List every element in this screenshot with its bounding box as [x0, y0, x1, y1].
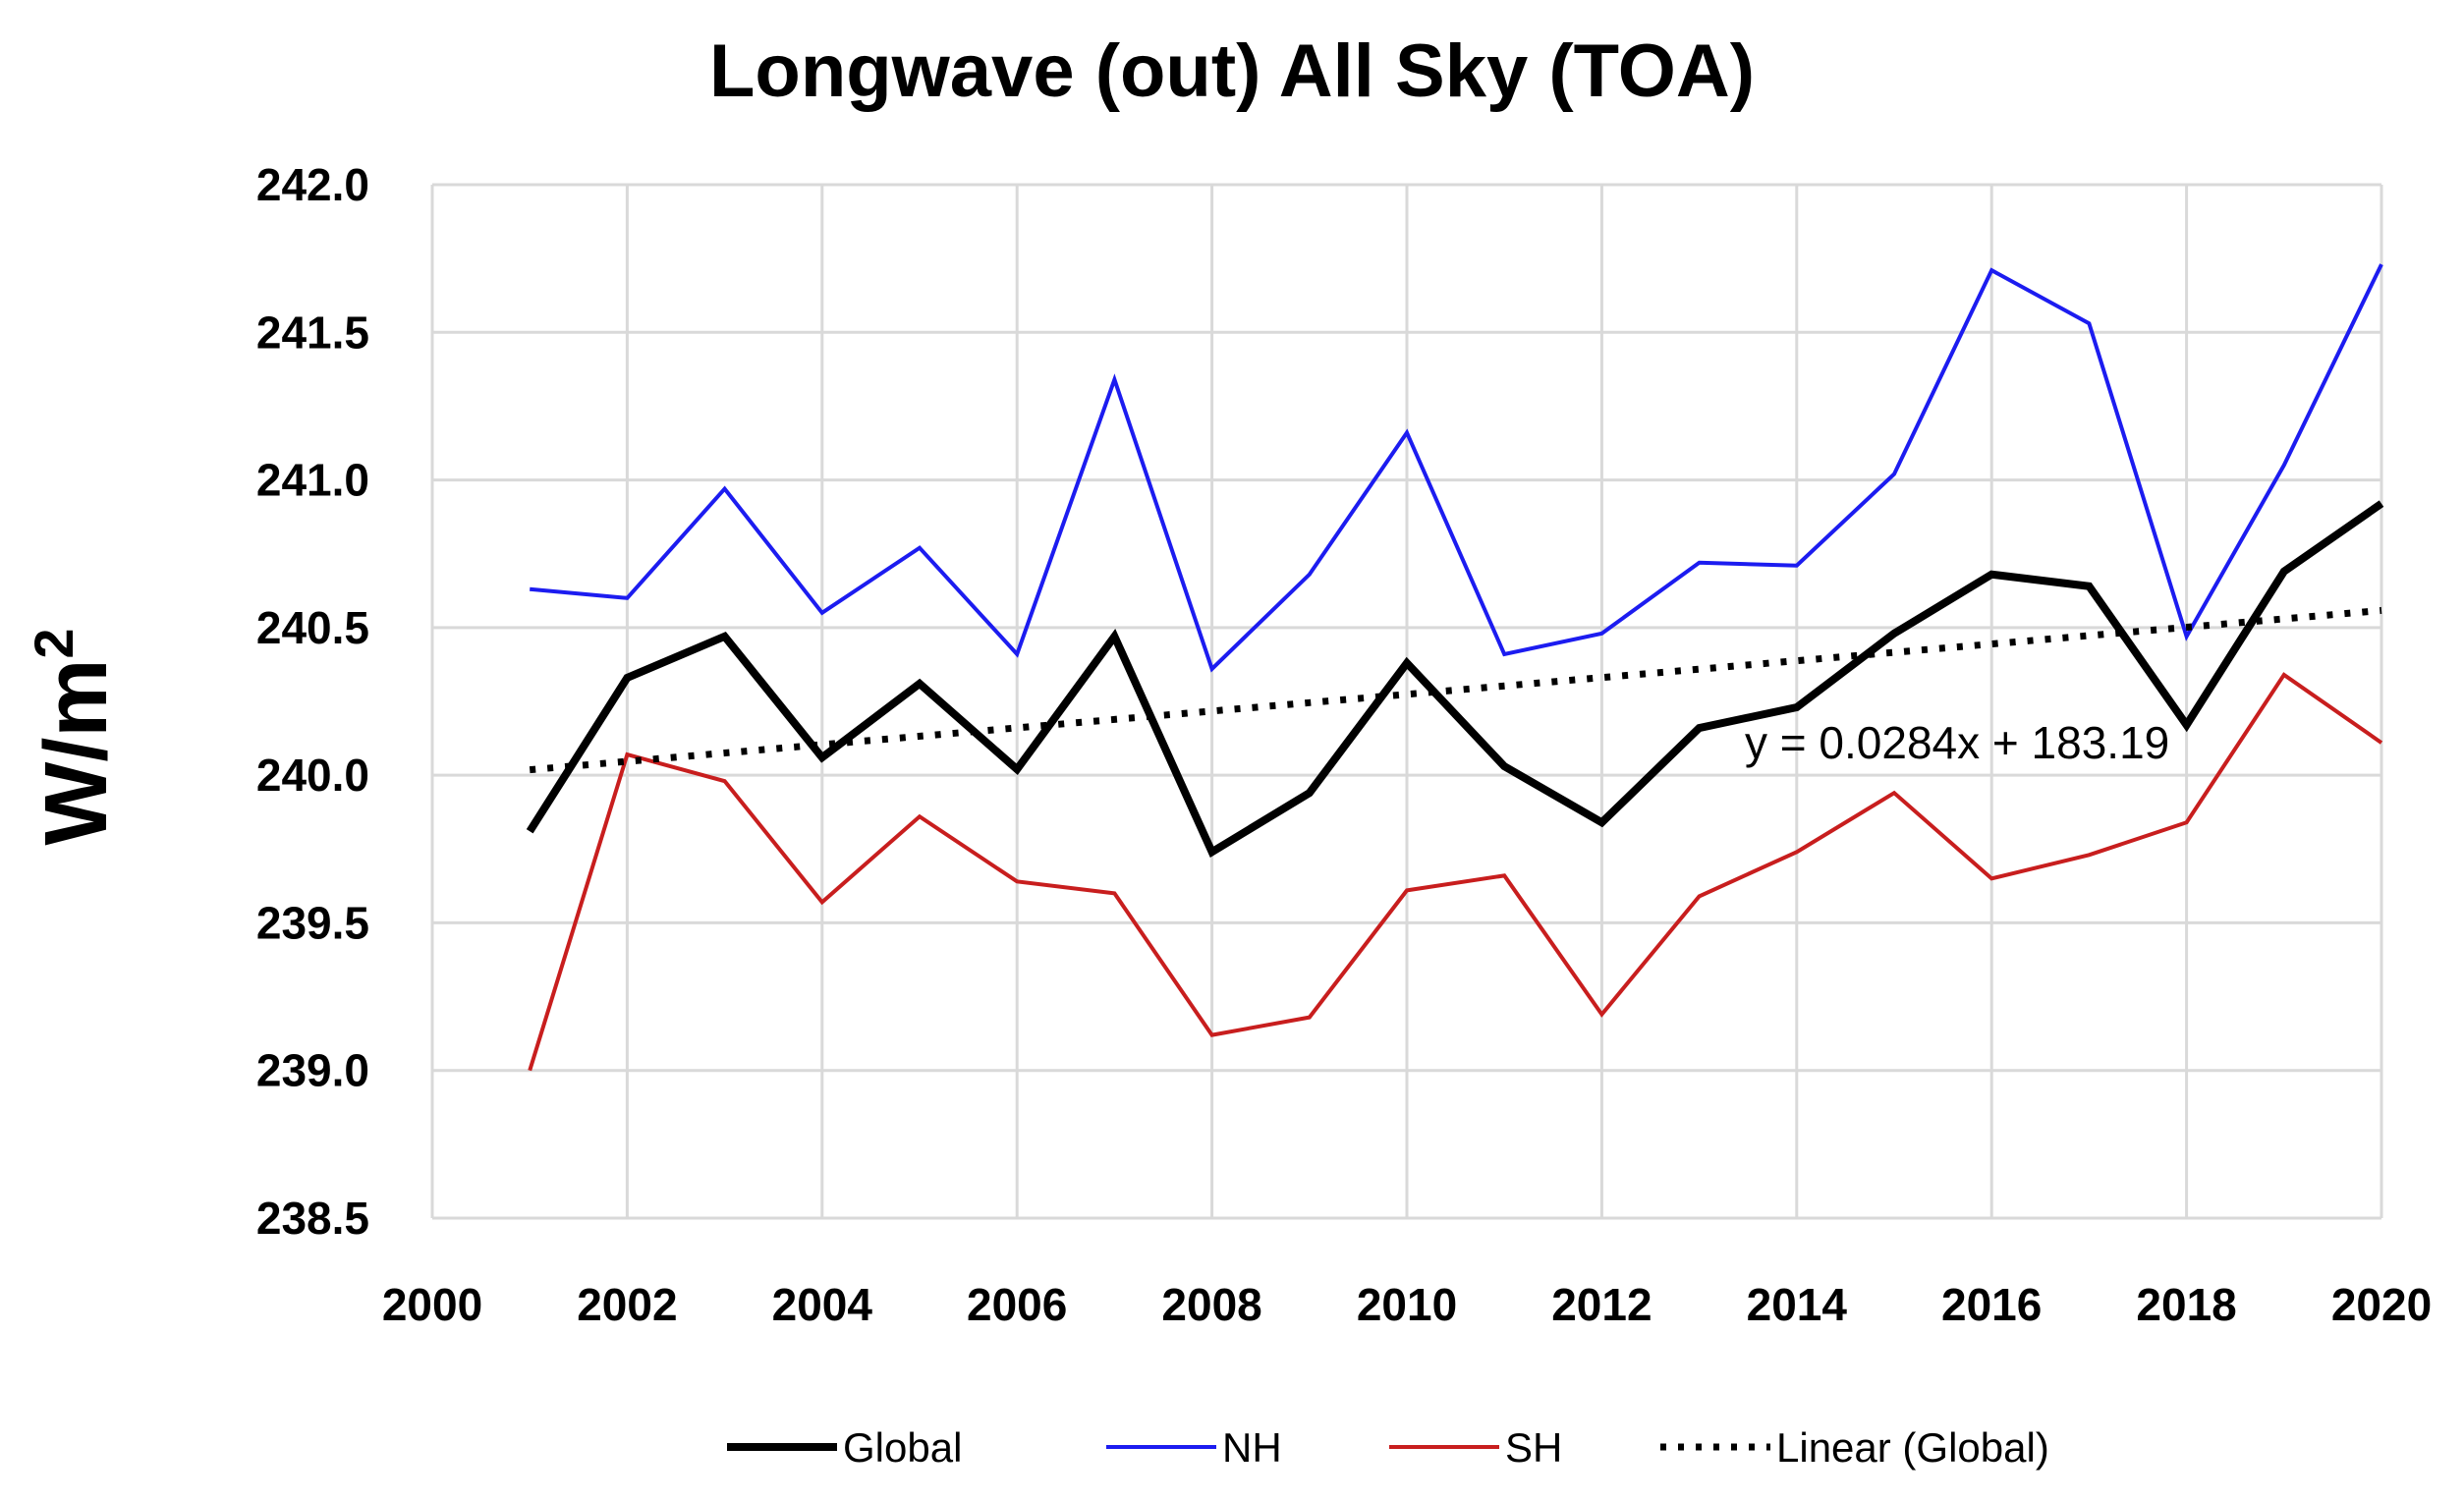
legend: Global NH SH Linear (Global)	[727, 1424, 2049, 1471]
y-tick-label: 240.0	[256, 750, 369, 801]
y-tick-label: 239.5	[256, 897, 369, 948]
legend-label-3: Linear (Global)	[1776, 1424, 2049, 1471]
y-axis-label-superscript: 2	[23, 628, 84, 658]
y-axis-label: W/m2	[23, 628, 126, 845]
y-axis-label-main: W/m	[28, 659, 126, 846]
x-tick-label: 2010	[1357, 1279, 1457, 1330]
legend-label-2: SH	[1505, 1424, 1562, 1471]
chart-title: Longwave (out) All Sky (TOA)	[709, 29, 1755, 113]
x-tick-label: 2014	[1747, 1279, 1848, 1330]
x-axis-ticks: 2000 2002 2004 2006 2008 2010 2012 2014 2016 2018…	[382, 1279, 2432, 1330]
svg-text:W/m2: W/m2	[23, 628, 126, 845]
legend-label-0: Global	[843, 1424, 962, 1471]
series-line-nh	[530, 263, 2383, 673]
series-line-global	[526, 500, 2384, 859]
y-tick-label: 240.5	[256, 602, 369, 653]
series-layer	[526, 263, 2384, 1072]
x-tick-label: 2006	[967, 1279, 1067, 1330]
y-tick-label: 241.5	[256, 306, 369, 358]
legend-label-1: NH	[1222, 1424, 1282, 1471]
x-tick-label: 2018	[2136, 1279, 2236, 1330]
trendline-equation: y = 0.0284x + 183.19	[1745, 717, 2169, 768]
y-tick-label: 242.0	[256, 159, 369, 210]
x-tick-label: 2020	[2331, 1279, 2432, 1330]
y-axis-ticks: 238.5 239.0 239.5 240.0 240.5 241.0 241.5 242.0	[256, 159, 369, 1244]
grid	[430, 183, 2383, 1220]
x-tick-label: 2008	[1161, 1279, 1261, 1330]
series-line-sh	[528, 672, 2383, 1072]
y-tick-label: 241.0	[256, 455, 369, 506]
x-tick-label: 2002	[577, 1279, 677, 1330]
x-tick-label: 2016	[1941, 1279, 2042, 1330]
y-tick-label: 239.0	[256, 1045, 369, 1096]
x-tick-label: 2012	[1551, 1279, 1652, 1330]
x-tick-label: 2004	[772, 1279, 873, 1330]
y-tick-label: 238.5	[256, 1193, 369, 1244]
x-tick-label: 2000	[382, 1279, 482, 1330]
